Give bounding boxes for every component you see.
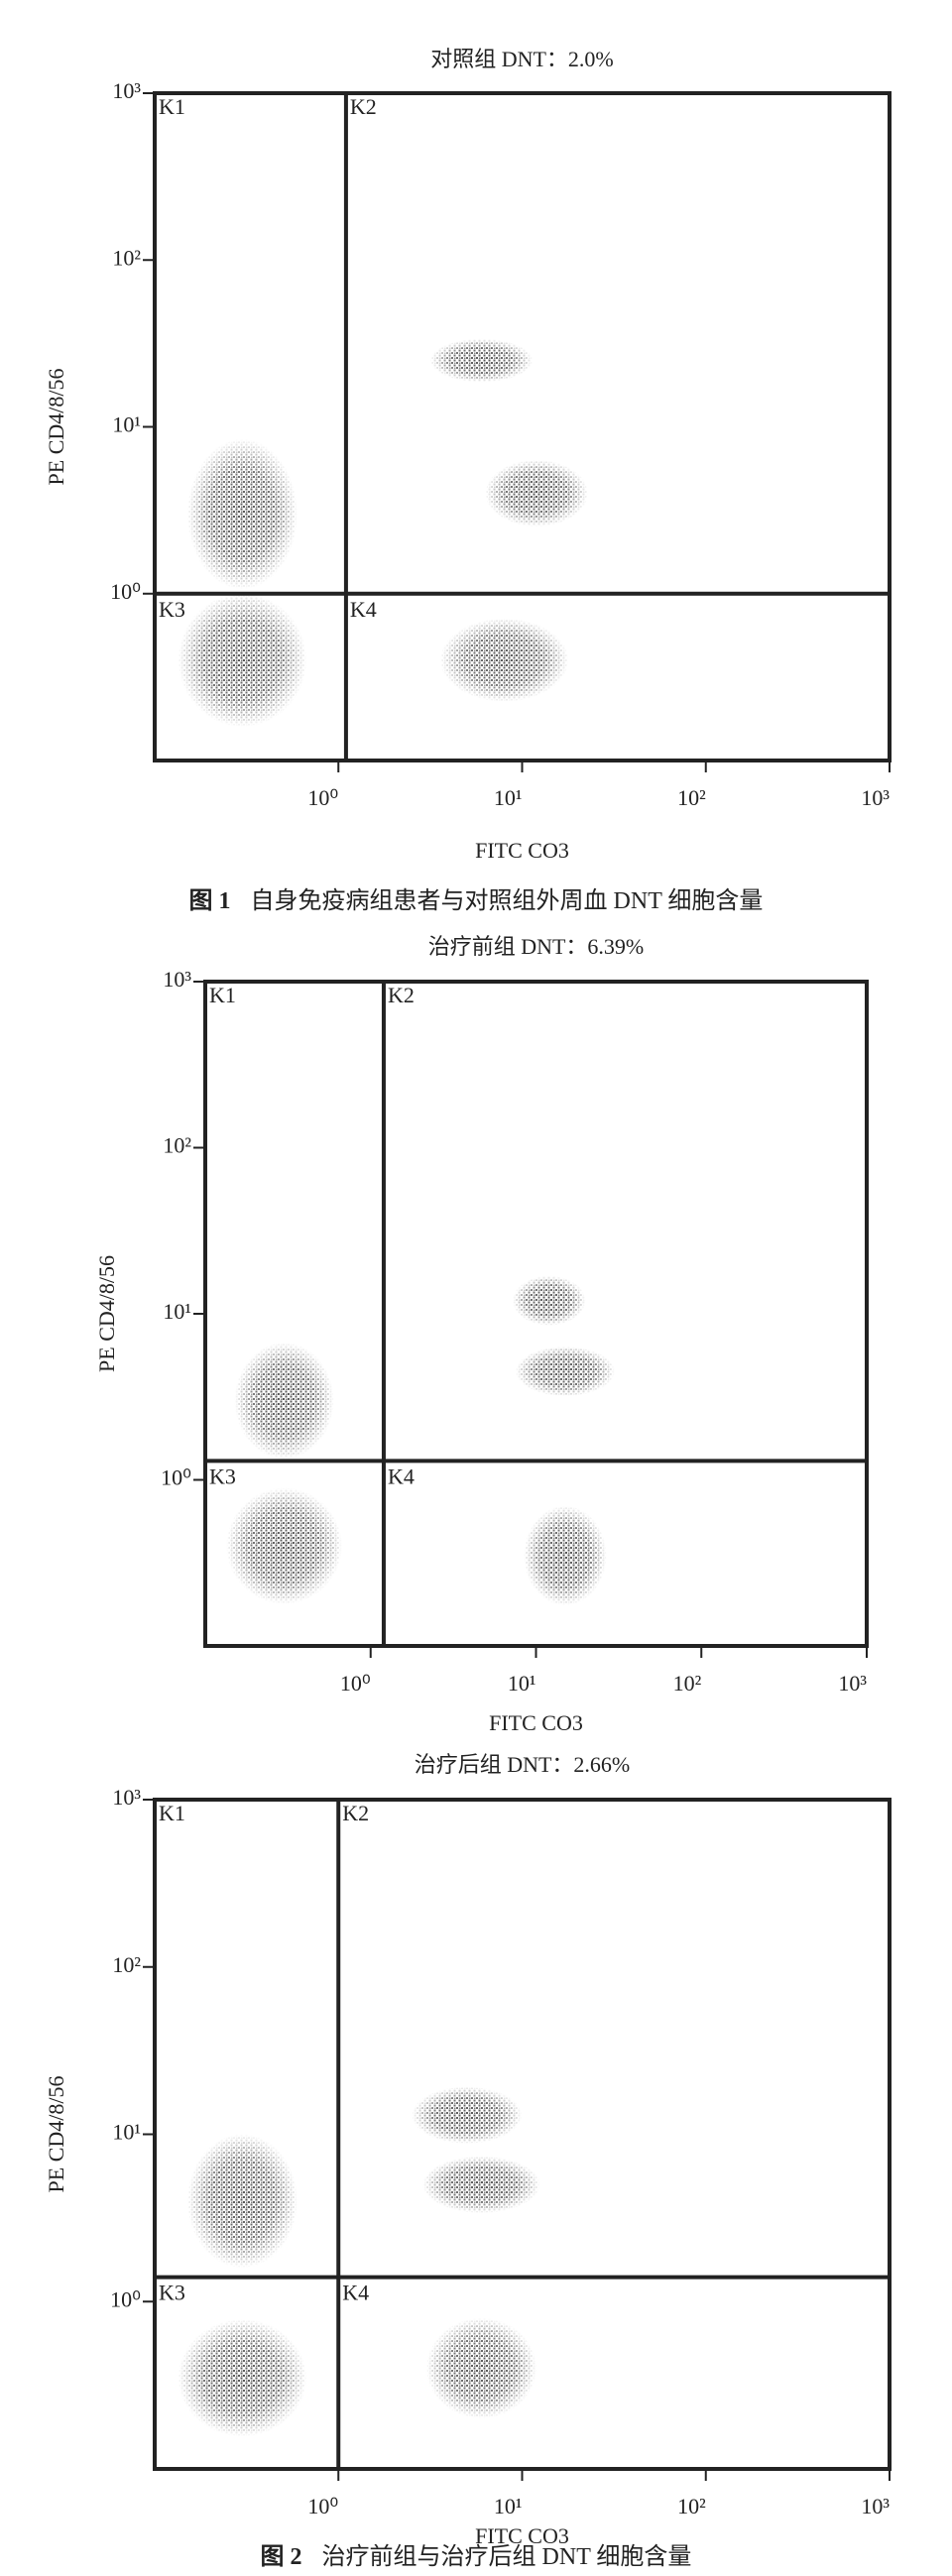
y-tick-label: 10¹: [112, 412, 141, 437]
x-tick-label: 10³: [861, 785, 890, 810]
point-cloud: [186, 2134, 298, 2269]
quadrant-label: K1: [159, 1801, 185, 1825]
point-cloud: [429, 338, 534, 383]
quadrant-label: K3: [159, 2281, 185, 2305]
y-tick-label: 10⁰: [110, 579, 141, 604]
y-tick-label: 10⁰: [110, 2286, 141, 2311]
caption: 图 2 治疗前组与治疗后组 DNT 细胞含量: [261, 2543, 692, 2570]
y-tick-label: 10²: [163, 1133, 191, 1158]
point-cloud: [439, 618, 569, 702]
x-tick-label: 10³: [861, 2494, 890, 2518]
x-tick-label: 10¹: [494, 785, 523, 810]
point-cloud: [425, 2317, 536, 2419]
quadrant-label: K1: [159, 94, 185, 119]
point-cloud: [186, 438, 298, 590]
chart-title: 治疗后组 DNT：2.66%: [415, 1752, 631, 1777]
point-cloud: [485, 459, 589, 527]
point-cloud: [412, 2086, 523, 2144]
x-tick-label: 10⁰: [307, 785, 338, 810]
x-axis-label: FITC CO3: [475, 2523, 569, 2548]
point-cloud: [178, 2319, 307, 2437]
x-tick-label: 10³: [838, 1671, 867, 1696]
y-axis-label: PE CD4/8/56: [94, 1255, 119, 1372]
y-tick-label: 10¹: [112, 2120, 141, 2145]
chart-title: 治疗前组 DNT：6.39%: [428, 934, 645, 959]
caption-text: 治疗前组与治疗后组 DNT 细胞含量: [322, 2543, 692, 2570]
caption: 图 1 自身免疫病组患者与对照组外周血 DNT 细胞含量: [189, 887, 764, 914]
caption-label: 图 1: [189, 887, 231, 914]
quadrant-label: K4: [350, 597, 377, 622]
point-cloud: [178, 593, 307, 728]
quadrant-label: K4: [342, 2281, 369, 2305]
points: [178, 338, 589, 728]
point-cloud: [513, 1275, 586, 1326]
quadrant-label: K2: [342, 1801, 369, 1825]
y-axis-label: PE CD4/8/56: [44, 2076, 68, 2193]
x-tick-label: 10²: [673, 1671, 702, 1696]
quadrant-label: K3: [209, 1464, 236, 1488]
y-tick-label: 10³: [163, 967, 191, 992]
y-tick-label: 10²: [112, 245, 141, 270]
y-tick-label: 10³: [112, 1785, 141, 1810]
x-tick-label: 10¹: [508, 1671, 536, 1696]
x-axis-label: FITC CO3: [489, 1710, 583, 1735]
point-cloud: [422, 2156, 540, 2213]
quadrant-label: K4: [388, 1464, 415, 1488]
caption-label: 图 2: [261, 2543, 302, 2570]
y-tick-label: 10³: [112, 78, 141, 103]
x-tick-label: 10⁰: [307, 2494, 338, 2518]
quadrant-label: K2: [388, 983, 415, 1007]
quadrant-label: K1: [209, 983, 236, 1007]
x-tick-label: 10⁰: [340, 1671, 371, 1696]
points: [226, 1275, 615, 1606]
quadrant-label: K3: [159, 597, 185, 622]
point-cloud: [226, 1487, 342, 1604]
point-cloud: [515, 1346, 615, 1397]
y-tick-label: 10¹: [163, 1299, 191, 1324]
quadrant-label: K2: [350, 94, 377, 119]
point-cloud: [524, 1505, 607, 1606]
points: [178, 2086, 540, 2437]
y-axis-label: PE CD4/8/56: [44, 369, 68, 486]
caption-text: 自身免疫病组患者与对照组外周血 DNT 细胞含量: [251, 887, 764, 914]
x-tick-label: 10¹: [494, 2494, 523, 2518]
y-tick-label: 10²: [112, 1952, 141, 1977]
point-cloud: [234, 1342, 334, 1460]
x-axis-label: FITC CO3: [475, 838, 569, 863]
y-tick-label: 10⁰: [161, 1465, 191, 1490]
x-tick-label: 10²: [677, 2494, 706, 2518]
chart-title: 对照组 DNT：2.0%: [430, 47, 614, 71]
x-tick-label: 10²: [677, 785, 706, 810]
